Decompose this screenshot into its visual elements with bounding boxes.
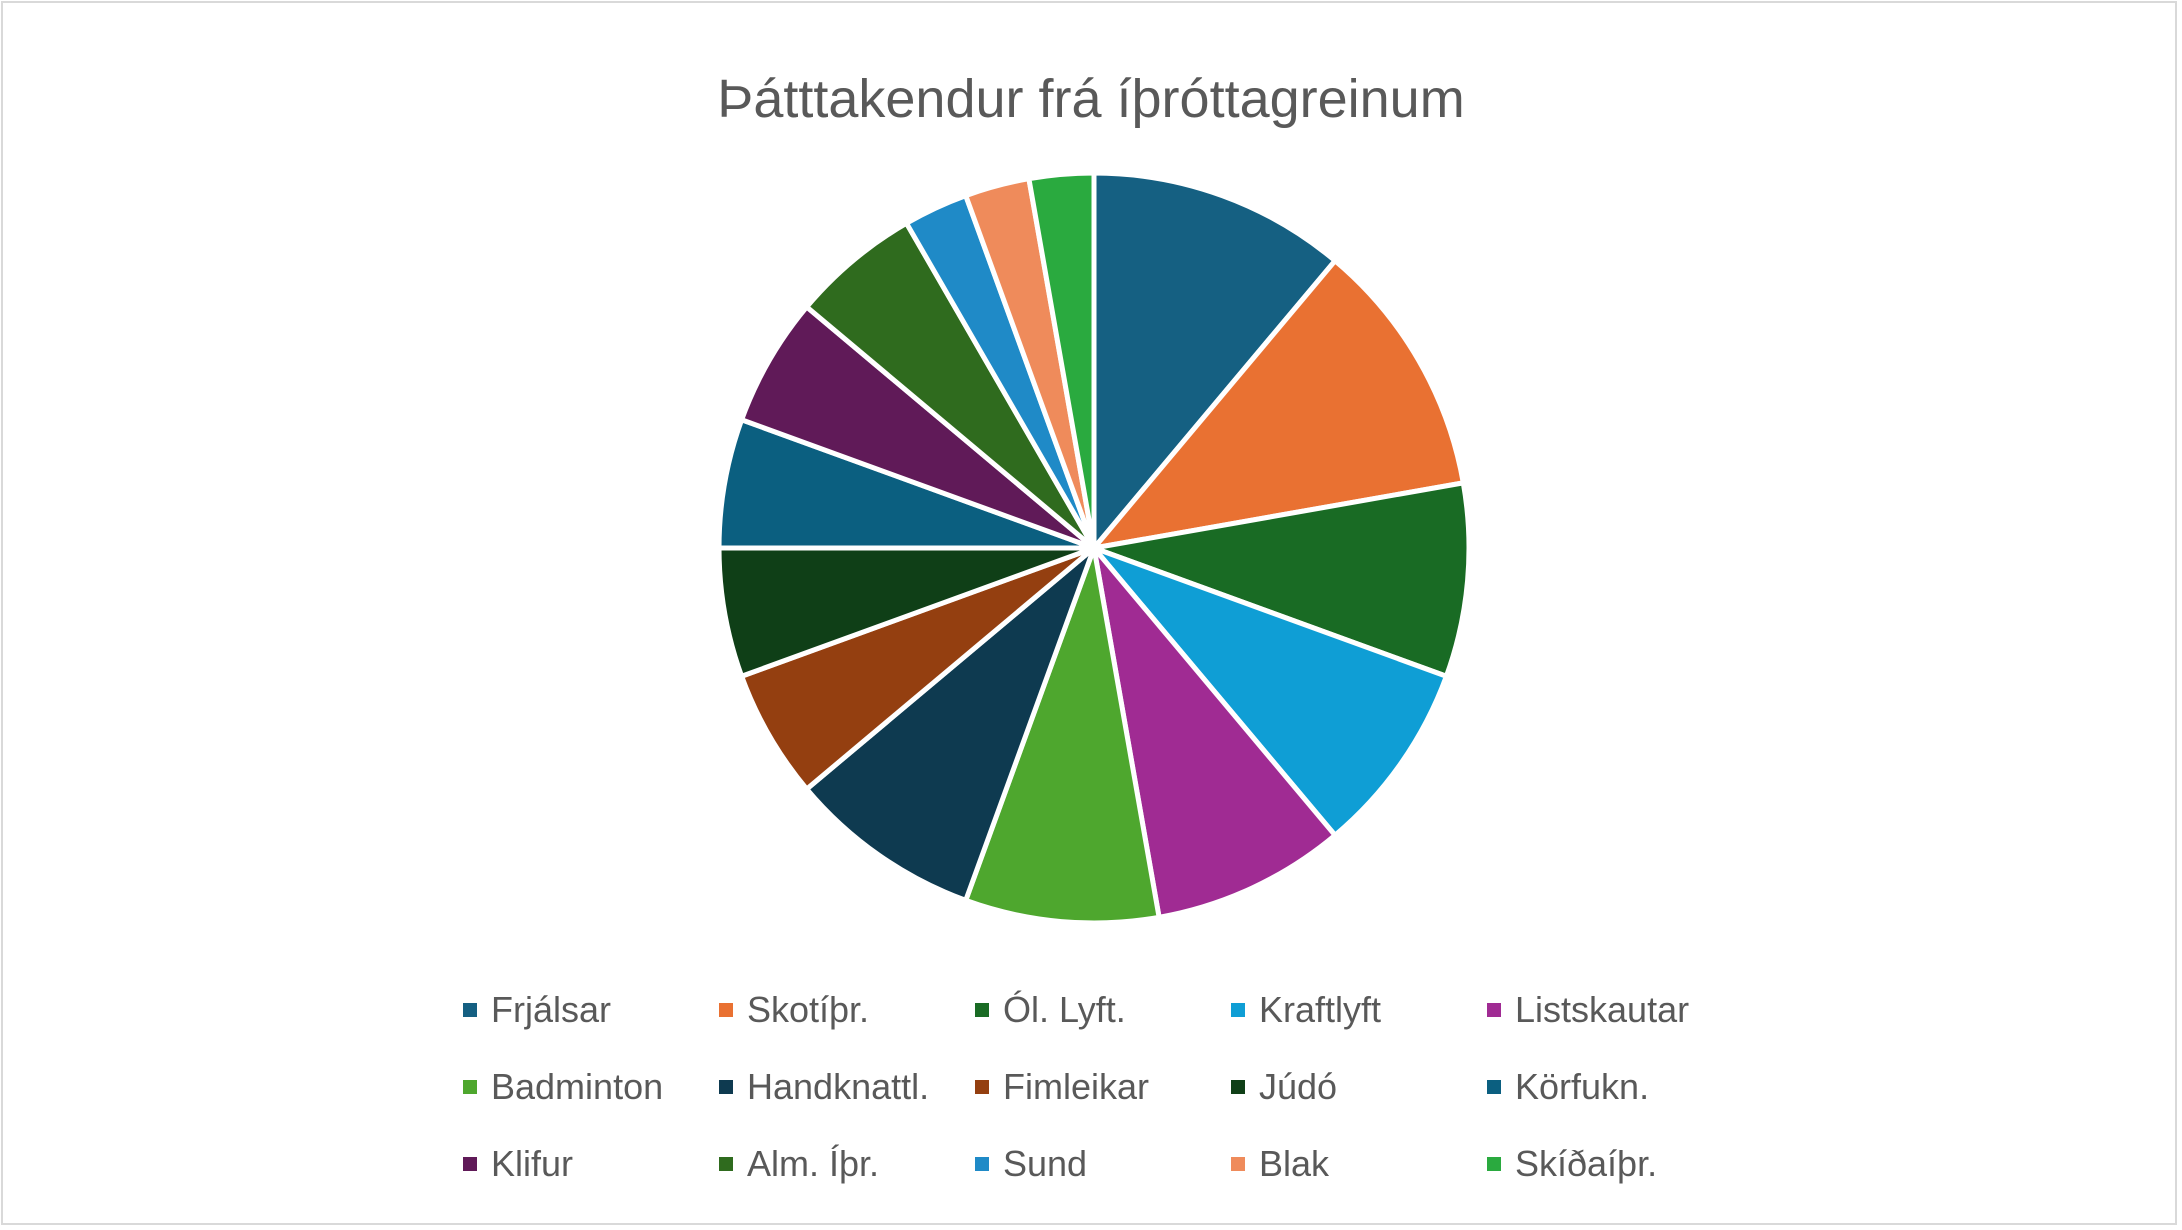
pie-slice-kraftlyft [1091,545,1449,838]
legend-item: Fimleikar [975,1062,1149,1112]
legend-swatch [1231,1157,1245,1171]
pie-slice-badminton [963,545,1162,926]
legend-item: Frjálsar [463,985,611,1035]
legend-swatch [975,1157,989,1171]
legend-swatch [719,1157,733,1171]
legend-label: Frjálsar [491,989,612,1030]
legend: Frjálsar Skotíþr. Ól. Lyft. Kraftlyft Listsk… [463,985,1763,1195]
legend-swatch [1487,1157,1501,1171]
legend-label: Ól. Lyft. [1003,989,1126,1030]
legend-item: Sund [975,1139,1087,1189]
pie-slice-handknattl [804,545,1097,903]
legend-item: Skotíþr. [719,985,869,1035]
legend-label: Handknattl. [747,1066,930,1107]
legend-item: Klifur [463,1139,573,1189]
legend-label: Körfukn. [1515,1066,1650,1107]
legend-item: Skíðaíþr. [1487,1139,1657,1189]
pie-slice-skíðaíþr [1026,170,1097,551]
legend-item: Júdó [1231,1062,1337,1112]
legend-swatch [1487,1080,1501,1094]
legend-label: Skíðaíþr. [1515,1143,1658,1184]
pie-slice-ól-lyft [1091,480,1472,679]
legend-label: Blak [1259,1143,1330,1184]
legend-item: Körfukn. [1487,1062,1649,1112]
legend-label: Klifur [491,1143,574,1184]
legend-swatch [463,1003,477,1017]
pie-slice-skotíþr [1091,258,1466,551]
pie-slice-listskautar [1091,545,1338,920]
legend-swatch [975,1080,989,1094]
legend-swatch [1487,1003,1501,1017]
legend-swatch [463,1157,477,1171]
pie-slice-frjálsar [1091,170,1338,551]
pie-slice-fimleikar [739,545,1097,792]
legend-label: Júdó [1259,1066,1338,1107]
legend-item: Handknattl. [719,1062,929,1112]
legend-item: Alm. Íþr. [719,1139,879,1189]
legend-label: Listskautar [1515,989,1690,1030]
pie-slice-alm-íþr [804,220,1097,551]
legend-label: Alm. Íþr. [747,1143,880,1184]
legend-item: Badminton [463,1062,663,1112]
legend-label: Fimleikar [1003,1066,1150,1107]
legend-item: Blak [1231,1139,1329,1189]
legend-swatch [975,1003,989,1017]
legend-label: Kraftlyft [1259,989,1382,1030]
pie-slice-júdó [716,545,1097,679]
legend-swatch [1231,1003,1245,1017]
legend-label: Badminton [491,1066,664,1107]
legend-swatch [463,1080,477,1094]
legend-label: Skotíþr. [747,989,870,1030]
legend-swatch [719,1080,733,1094]
pie-slice-klifur [739,304,1097,551]
chart-title: Þátttakendur frá íþróttagreinum [717,69,1465,129]
legend-item: Ól. Lyft. [975,985,1126,1035]
legend-swatch [1231,1080,1245,1094]
legend-item: Listskautar [1487,985,1689,1035]
legend-item: Kraftlyft [1231,985,1381,1035]
legend-swatch [719,1003,733,1017]
legend-label: Sund [1003,1143,1088,1184]
